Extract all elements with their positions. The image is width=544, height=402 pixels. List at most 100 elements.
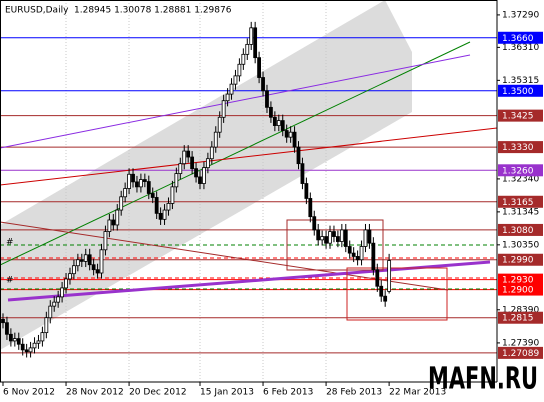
- candle-body: [237, 63, 242, 77]
- candle-body: [245, 43, 250, 55]
- candle-body: [339, 229, 344, 242]
- x-tick-label: 15 Jan 2013: [200, 388, 254, 398]
- candle-body: [300, 163, 305, 184]
- candle-body: [190, 156, 195, 170]
- range-box: [286, 219, 384, 271]
- candle-body: [72, 265, 76, 275]
- x-tick-label: 22 Mar 2013: [389, 388, 446, 398]
- level-tag: [498, 311, 543, 324]
- level-tag: [498, 283, 543, 296]
- candle-body: [75, 259, 80, 267]
- candle-body: [44, 317, 49, 334]
- candle-body: [83, 254, 88, 262]
- candle-body: [221, 100, 226, 118]
- candle-body: [115, 209, 120, 226]
- candle-body: [367, 229, 372, 244]
- level-label: 1.3500: [502, 87, 534, 97]
- candle-body: [52, 301, 57, 307]
- candle-body: [32, 342, 37, 349]
- candle-body: [162, 209, 167, 220]
- candle-body: [359, 246, 364, 261]
- level-label: 1.2990: [502, 256, 534, 266]
- level-tag: [498, 273, 543, 286]
- y-tick-label: 1.28390: [502, 305, 539, 315]
- candle-body: [87, 254, 92, 266]
- level-label: 1.3330: [502, 143, 534, 153]
- watermark: MAFN.RU: [428, 362, 538, 397]
- candle-body: [56, 296, 61, 303]
- candle-body: [265, 90, 269, 108]
- level-label: 1.3165: [502, 198, 534, 208]
- drawings: # #: [0, 41, 498, 321]
- candle-body: [198, 176, 202, 184]
- candle-body: [308, 198, 313, 218]
- candle-body: [320, 236, 325, 241]
- x-tick-label: 6 Nov 2012: [3, 388, 55, 398]
- candle-body: [127, 173, 131, 189]
- candle-body: [166, 203, 171, 211]
- candle-body: [194, 168, 198, 178]
- candle-body: [131, 173, 135, 183]
- candle-body: [24, 349, 29, 353]
- candle-body: [79, 259, 84, 262]
- level-tag: [498, 164, 543, 177]
- candle-body: [202, 167, 206, 184]
- candle-body: [312, 216, 317, 231]
- y-tick-label: 1.37290: [502, 10, 539, 20]
- y-tick-label: 1.36310: [502, 43, 539, 53]
- y-tick-label: 1.30350: [502, 240, 539, 250]
- candle-body: [36, 340, 41, 344]
- candle-body: [288, 131, 293, 138]
- candle-body: [123, 188, 128, 198]
- candle-body: [186, 150, 191, 158]
- candle-body: [99, 249, 104, 274]
- candle-body: [249, 27, 254, 45]
- level-label: 1.2900: [502, 286, 534, 296]
- candle-body: [119, 196, 124, 211]
- chart-title: EURUSD,Daily: [5, 6, 69, 16]
- candle-body: [205, 158, 210, 169]
- candle-body: [16, 338, 21, 345]
- candle-body: [241, 53, 246, 65]
- candle-body: [292, 131, 297, 148]
- candle-body: [284, 130, 289, 138]
- candle-body: [272, 116, 277, 126]
- candle-body: [8, 333, 13, 342]
- level-label: 1.2815: [502, 314, 534, 324]
- candle-body: [347, 246, 352, 254]
- candle-body: [182, 150, 187, 165]
- candle-body: [229, 83, 234, 95]
- candle-body: [213, 131, 218, 148]
- candle-body: [304, 183, 309, 199]
- candle-body: [335, 236, 340, 242]
- quote: 1.28945 1.30078 1.28881 1.29876: [74, 6, 232, 16]
- y-tick-label: 1.27390: [502, 338, 539, 348]
- range-box: [346, 267, 448, 321]
- candle-body: [48, 305, 53, 319]
- candle-body: [146, 181, 151, 194]
- candle-body: [1, 318, 5, 324]
- y-tick-label: 1.32340: [502, 174, 539, 184]
- candle-body: [371, 242, 376, 271]
- candle-body: [142, 179, 147, 182]
- candle-body: [40, 332, 45, 342]
- candle-body: [280, 120, 285, 131]
- candle-body: [95, 269, 100, 274]
- candle-body: [68, 273, 72, 280]
- candle-body: [170, 186, 175, 204]
- candle-body: [28, 347, 33, 353]
- x-tick-label: 6 Feb 2013: [263, 388, 313, 398]
- candle-body: [383, 295, 388, 302]
- candle-body: [257, 57, 262, 78]
- candle-body: [150, 193, 155, 198]
- grid: [65, 0, 327, 382]
- candle-body: [138, 179, 143, 188]
- x-tick-label: 28 Nov 2012: [66, 388, 124, 398]
- candle-body: [296, 146, 301, 165]
- level-tag: [498, 141, 543, 154]
- candle-body: [332, 231, 336, 237]
- level-label: 1.3260: [502, 166, 534, 176]
- candle-body: [355, 256, 360, 261]
- level-label: 1.3080: [502, 226, 534, 236]
- candle-body: [269, 106, 273, 118]
